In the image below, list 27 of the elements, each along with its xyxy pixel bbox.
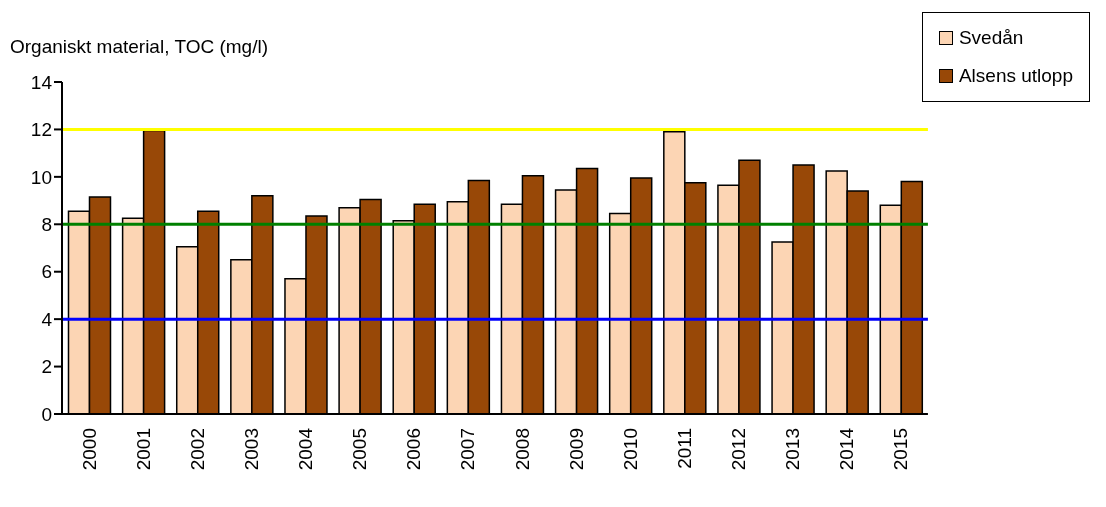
legend-label: Alsens utlopp xyxy=(958,65,1073,87)
y-axis-title: Organiskt material, TOC (mg/l) xyxy=(10,36,268,58)
x-tick-label: 2012 xyxy=(728,428,749,471)
x-tick-label: 2014 xyxy=(836,427,858,471)
y-tick-label: 14 xyxy=(30,71,53,93)
x-tick-label: 2001 xyxy=(132,428,154,471)
x-tick-label: 2000 xyxy=(78,428,100,471)
x-tick-label: 2015 xyxy=(890,428,912,471)
x-tick-label: 2006 xyxy=(403,428,425,471)
x-tick-label: 2013 xyxy=(782,428,804,471)
x-tick-label: 2009 xyxy=(565,428,587,471)
y-tick-label: 12 xyxy=(30,119,52,141)
legend-label: Svedån xyxy=(958,27,1024,49)
x-tick-label: 2003 xyxy=(240,428,262,471)
x-tick-label: 2007 xyxy=(457,428,479,471)
x-tick-label: 2010 xyxy=(619,428,641,471)
y-tick-label: 2 xyxy=(41,356,52,378)
x-tick-label: 2005 xyxy=(349,428,371,471)
y-tick-label: 4 xyxy=(41,308,53,330)
x-tick-label: 2011 xyxy=(673,428,695,469)
y-tick-label: 10 xyxy=(30,166,52,188)
x-tick-label: 2008 xyxy=(511,428,533,471)
x-tick-label: 2004 xyxy=(295,427,317,471)
y-tick-label: 8 xyxy=(41,214,52,236)
x-tick-label: 2002 xyxy=(186,428,208,471)
y-tick-label: 0 xyxy=(41,403,52,425)
y-tick-label: 6 xyxy=(41,261,52,283)
